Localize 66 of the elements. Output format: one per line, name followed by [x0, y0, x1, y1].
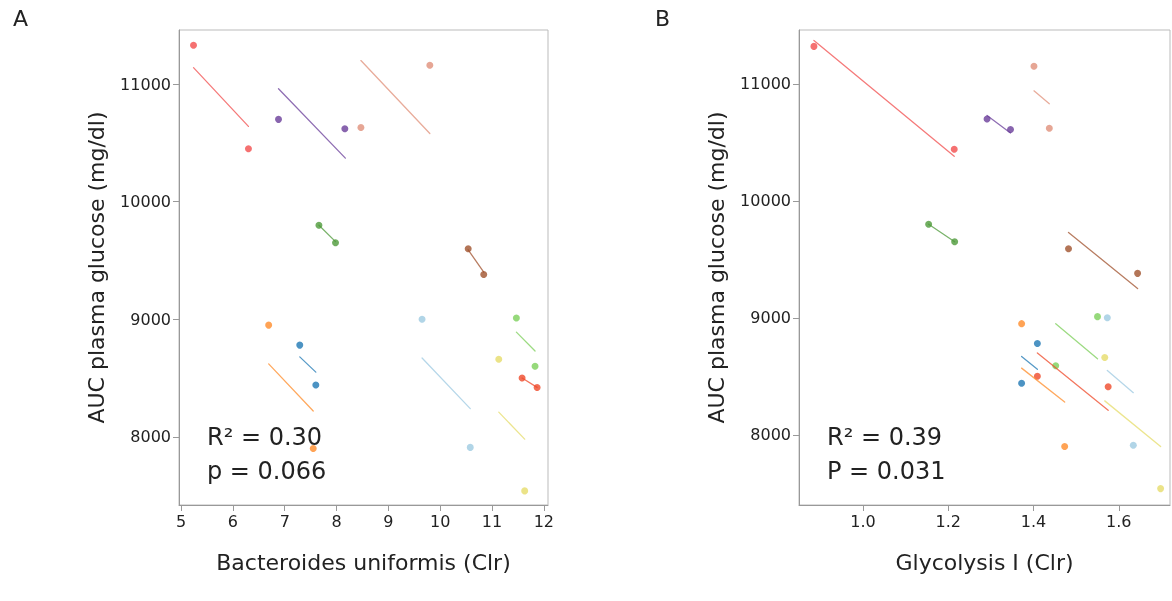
y-axis-title: AUC plasma glucose (mg/dl): [83, 111, 109, 424]
point: [265, 321, 273, 329]
y-tick-label: 11000: [120, 74, 171, 94]
x-tick-label: 5: [175, 511, 187, 531]
point: [1157, 485, 1165, 493]
x-tick-label: 1.4: [1020, 511, 1047, 531]
point: [1103, 314, 1111, 322]
x-tick-label: 8: [331, 511, 342, 531]
x-tick-label: 11: [481, 511, 503, 531]
point: [531, 362, 539, 370]
point: [1033, 372, 1041, 380]
point: [1101, 354, 1109, 362]
point: [312, 381, 320, 389]
point: [1129, 441, 1137, 449]
point: [1065, 245, 1073, 253]
point: [332, 239, 340, 247]
point: [341, 125, 349, 133]
y-axis-title: AUC plasma glucose (mg/dl): [703, 111, 729, 424]
x-tick-label: 7: [279, 511, 290, 531]
x-tick-label: 6: [227, 511, 238, 531]
point: [296, 341, 304, 349]
y-tick-label: 9000: [130, 309, 171, 329]
x-tick-label: 1.6: [1106, 511, 1132, 531]
x-tick-label: 1.0: [850, 511, 876, 531]
point: [810, 42, 818, 50]
point: [951, 238, 959, 246]
y-tick-label: 10000: [120, 192, 171, 212]
x-axis-title: Bacteroides uniformis (Clr): [216, 549, 511, 575]
point: [1018, 320, 1026, 328]
point: [1134, 269, 1142, 277]
point: [275, 115, 283, 123]
x-tick-label: 12: [533, 511, 555, 531]
point: [1018, 379, 1026, 387]
annotation: R² = 0.30: [207, 423, 323, 451]
x-tick-label: 9: [383, 511, 394, 531]
y-tick-label: 10000: [740, 191, 791, 211]
y-tick-label: 11000: [740, 74, 791, 94]
point: [521, 487, 529, 495]
point: [190, 41, 198, 49]
point: [512, 314, 520, 322]
point: [495, 355, 503, 363]
point: [309, 445, 317, 453]
point: [426, 61, 434, 69]
x-tick-label: 10: [430, 511, 451, 531]
point: [357, 124, 365, 132]
point: [950, 145, 958, 153]
point: [1094, 313, 1102, 321]
y-tick-label: 9000: [750, 308, 791, 328]
x-tick-label: 1.2: [935, 511, 961, 531]
chart-title: A: [13, 5, 29, 31]
y-tick-label: 8000: [130, 427, 171, 447]
point: [1030, 62, 1038, 70]
annotation: p = 0.066: [207, 457, 327, 485]
y-tick-label: 8000: [750, 425, 791, 445]
point: [1104, 383, 1112, 391]
point: [466, 443, 474, 451]
point: [418, 315, 426, 323]
point: [1045, 124, 1053, 132]
point: [1033, 340, 1041, 348]
point: [480, 271, 488, 279]
annotation: R² = 0.39: [827, 423, 943, 451]
chart-title: B: [655, 5, 671, 31]
annotation: P = 0.031: [827, 457, 946, 485]
point: [1061, 443, 1069, 450]
point: [244, 145, 252, 153]
x-axis-title: Glycolysis I (Clr): [895, 549, 1074, 575]
